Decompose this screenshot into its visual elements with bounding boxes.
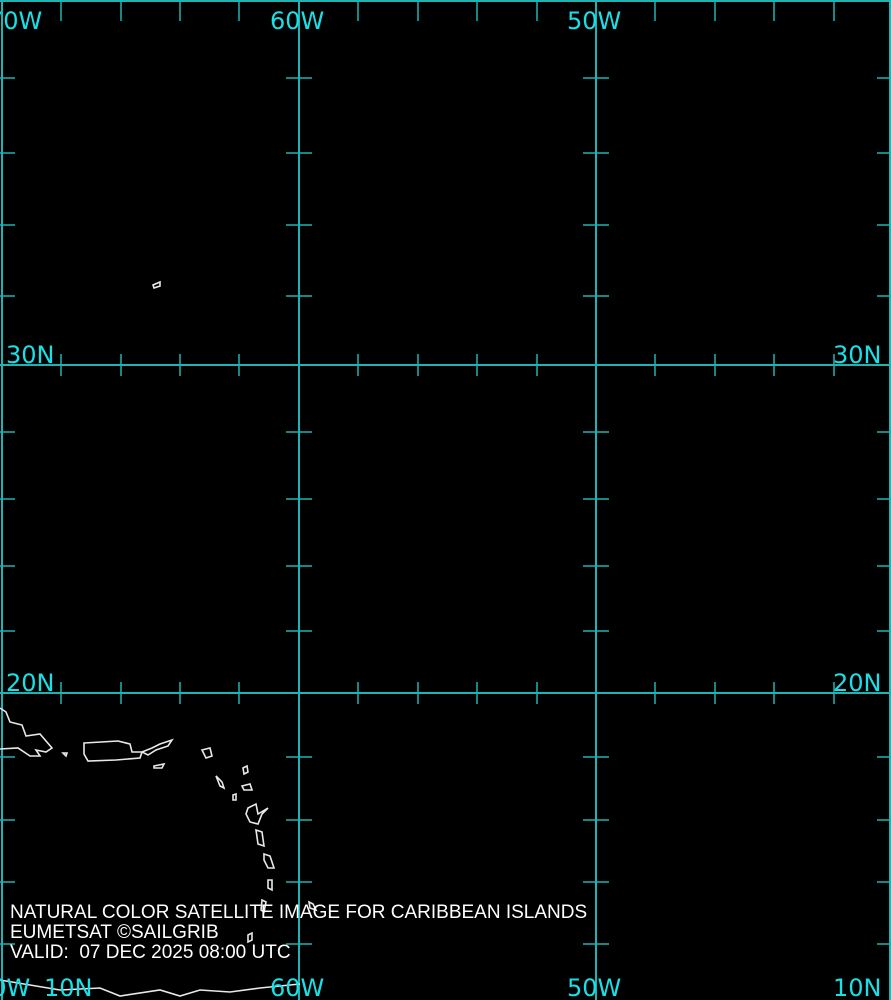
coast-martinique	[255, 828, 265, 848]
coast-small-island	[152, 280, 161, 290]
lon-label-70w-bottom: 70W	[0, 974, 30, 1000]
lon-label-60w-top: 60W	[270, 7, 324, 35]
lat-label-10n-right: 10N	[833, 974, 882, 1000]
coastlines	[0, 280, 318, 997]
lon-label-50w-bottom: 50W	[567, 974, 621, 1000]
grid-labels: 70W 60W 50W 30N 30N 20N 20N 70W 60W 50W …	[0, 7, 882, 1000]
coast-barbados	[307, 900, 318, 912]
coast-virgin-islands	[140, 738, 174, 756]
lon-label-50w-top: 50W	[567, 7, 621, 35]
caption-valid-time: VALID: 07 DEC 2025 08:00 UTC	[10, 942, 291, 963]
lon-label-60w-bottom: 60W	[270, 974, 324, 1000]
caption-credit: EUMETSAT ©SAILGRIB	[10, 922, 219, 943]
lon-label-70w-top: 70W	[0, 7, 42, 35]
coast-antigua	[242, 764, 249, 776]
coast-mona	[61, 752, 69, 758]
lat-label-20n-left: 20N	[6, 669, 55, 697]
coast-puerto-rico	[83, 740, 144, 762]
coast-venezuela	[0, 979, 301, 997]
coast-saba	[232, 792, 237, 801]
lat-label-30n-right: 30N	[833, 341, 882, 369]
coast-anguilla	[200, 747, 213, 759]
coast-st-vincent	[267, 879, 273, 892]
coast-montserrat	[215, 775, 226, 790]
coast-guadeloupe	[240, 783, 254, 791]
coast-grenada	[247, 931, 253, 944]
coast-st-lucia	[263, 852, 276, 869]
lat-label-30n-left: 30N	[6, 341, 55, 369]
coast-hispaniola	[0, 707, 54, 757]
caption-title: NATURAL COLOR SATELLITE IMAGE FOR CARIBB…	[10, 902, 588, 923]
coast-dominica	[245, 802, 269, 825]
lat-label-20n-right: 20N	[833, 669, 882, 697]
lat-label-10n-left: 10N	[44, 974, 93, 1000]
coast-st-croix	[153, 762, 166, 769]
coast-grenadines	[260, 898, 267, 914]
